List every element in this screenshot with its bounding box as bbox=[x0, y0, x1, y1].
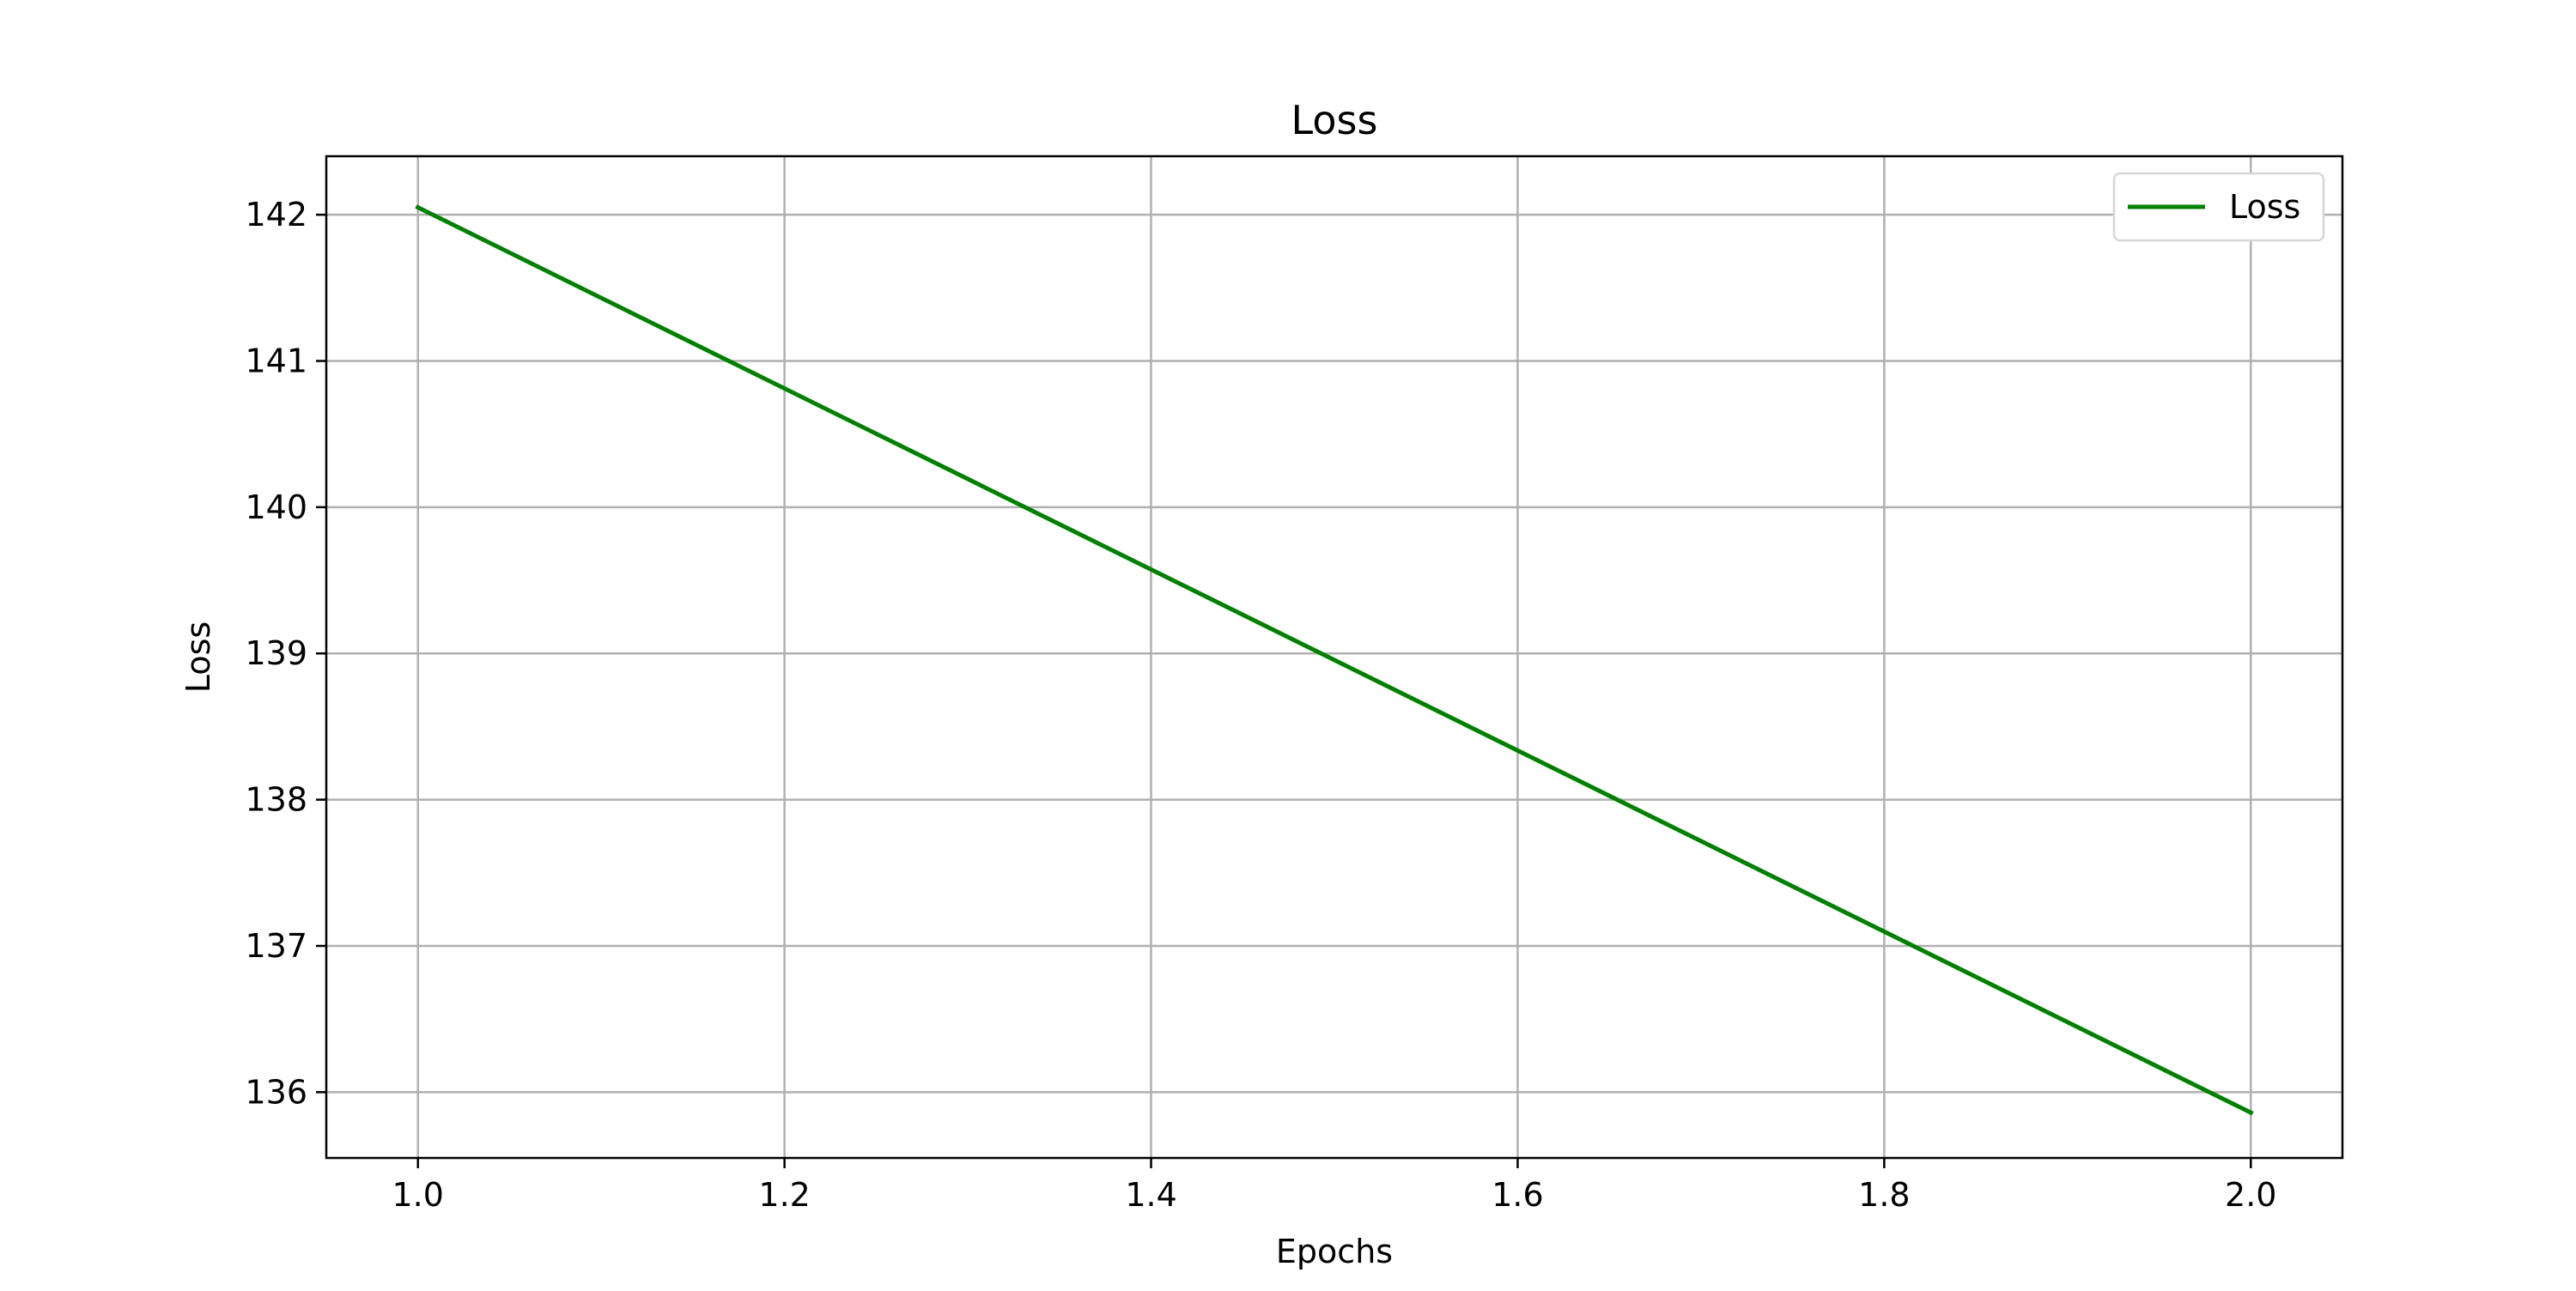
legend-label-loss: Loss bbox=[2229, 188, 2300, 226]
y-tick-label: 142 bbox=[245, 196, 307, 233]
y-tick-label: 136 bbox=[245, 1073, 307, 1111]
plot-frame bbox=[325, 155, 2344, 1160]
legend: Loss bbox=[2112, 172, 2325, 242]
ticks: 1.0 1.2 1.4 1.6 1.8 2.0 136 137 138 139 140 141 142 bbox=[245, 196, 2276, 1214]
y-axis-label: Loss bbox=[179, 621, 217, 693]
series-line-loss bbox=[415, 204, 2254, 1116]
x-tick-label: 1.8 bbox=[1858, 1176, 1910, 1214]
legend-box bbox=[2112, 172, 2325, 242]
x-tick-label: 2.0 bbox=[2225, 1176, 2276, 1214]
x-tick-label: 1.0 bbox=[392, 1176, 444, 1214]
x-tick-label: 1.2 bbox=[758, 1176, 810, 1214]
y-tick-label: 141 bbox=[245, 342, 307, 380]
grid bbox=[326, 156, 2342, 1158]
series bbox=[415, 204, 2254, 1116]
x-tick-label: 1.6 bbox=[1492, 1176, 1543, 1214]
x-axis-label: Epochs bbox=[1276, 1233, 1393, 1270]
x-tick-label: 1.4 bbox=[1125, 1176, 1176, 1214]
y-tick-label: 137 bbox=[245, 927, 307, 965]
y-tick-label: 140 bbox=[245, 488, 307, 526]
chart-title: Loss bbox=[1291, 97, 1378, 143]
y-tick-label: 139 bbox=[245, 634, 307, 672]
y-tick-label: 138 bbox=[245, 781, 307, 819]
